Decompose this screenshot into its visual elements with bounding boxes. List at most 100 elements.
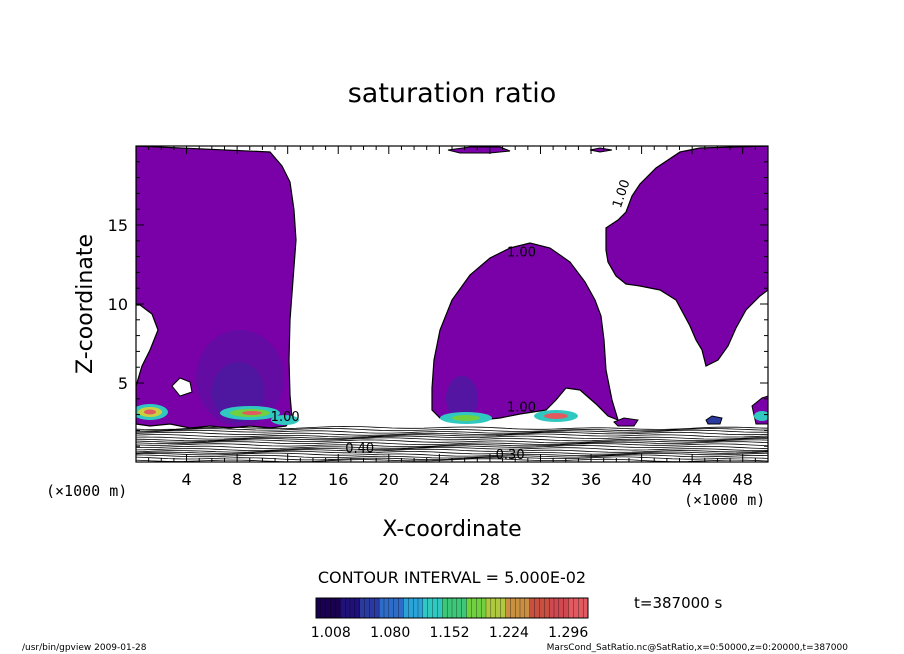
colorbar-swatch	[573, 597, 579, 619]
x-tick-label: 4	[181, 470, 191, 489]
footer-left: /usr/bin/gpview 2009-01-28	[22, 643, 147, 653]
contour-line	[136, 427, 768, 432]
colorbar-swatch	[374, 597, 380, 619]
x-tick-label: 28	[480, 470, 500, 489]
cloud-region-center	[431, 242, 619, 422]
colorbar-swatch	[553, 597, 560, 619]
colorbar-swatch	[519, 597, 526, 619]
colorbar-swatch	[476, 597, 482, 619]
surface-band-left	[136, 404, 299, 425]
colorbar-tick-label: 1.152	[429, 625, 469, 641]
colorbar-swatch	[408, 597, 414, 619]
surface-band-right	[754, 411, 768, 421]
contour-line	[136, 448, 768, 453]
contour-label: 1.00	[271, 410, 300, 425]
colorbar	[315, 597, 589, 619]
y-tick-label: 15	[108, 216, 128, 235]
colorbar-swatch	[558, 597, 565, 619]
x-tick-label: 48	[733, 470, 753, 489]
colorbar-tick-label: 1.224	[489, 625, 529, 641]
cloud-region-small-2	[613, 417, 639, 427]
colorbar-swatch	[548, 597, 555, 619]
colorbar-swatch	[466, 597, 472, 619]
colorbar-swatch	[505, 597, 511, 619]
x-tick-label: 24	[429, 470, 449, 489]
low-level-contours	[136, 425, 768, 462]
contour-line	[136, 443, 768, 448]
cloud-region-top-small	[589, 147, 613, 153]
contour-label: 0.40	[345, 442, 374, 457]
x-tick-label: 20	[379, 470, 399, 489]
colorbar-swatch	[398, 597, 404, 619]
colorbar-swatch	[344, 597, 351, 619]
colorbar-swatch	[320, 597, 327, 619]
colorbar-swatch	[446, 597, 453, 619]
colorbar-tick-label: 1.296	[548, 625, 588, 641]
colorbar-swatch	[325, 597, 332, 619]
colorbar-swatch	[578, 597, 584, 619]
colorbar-swatch	[330, 597, 336, 619]
colorbar-swatch	[461, 597, 468, 619]
colorbar-swatch	[340, 597, 346, 619]
x-tick-label: 32	[530, 470, 550, 489]
colorbar-swatch	[383, 597, 390, 619]
y-axis-label: Z-coordinate	[73, 234, 98, 374]
x-tick-label: 8	[232, 470, 242, 489]
saturation-fill-layer	[136, 146, 768, 462]
colorbar-swatch	[495, 597, 502, 619]
colorbar-swatch	[534, 597, 540, 619]
colorbar-swatch	[427, 597, 434, 619]
cloud-region-top	[447, 146, 511, 154]
colorbar-swatch	[471, 597, 477, 619]
core-center	[446, 376, 478, 420]
colorbar-swatch	[568, 597, 574, 619]
contour-label: 1.00	[507, 400, 536, 415]
colorbar-tick-labels: 1.008 1.080 1.152 1.224 1.296	[311, 625, 589, 641]
colorbar-swatch	[412, 597, 419, 619]
y-axis-ticks: 5 10 15	[108, 161, 768, 447]
contour-line	[136, 452, 768, 457]
x-unit-left: (×1000 m)	[46, 482, 127, 500]
x-tick-label: 40	[631, 470, 651, 489]
contour-line	[136, 425, 768, 430]
colorbar-swatch	[388, 597, 395, 619]
colorbar-swatch	[437, 597, 443, 619]
contour-line	[136, 437, 768, 442]
colorbar-swatch	[315, 597, 322, 619]
colorbar-swatch	[563, 597, 570, 619]
colorbar-swatch	[510, 597, 516, 619]
cloud-region-right	[605, 146, 768, 367]
surface-band-center	[440, 410, 578, 424]
colorbar-swatch	[480, 597, 487, 619]
x-tick-label: 36	[581, 470, 601, 489]
colorbar-swatch	[442, 597, 448, 619]
colorbar-swatch	[451, 597, 458, 619]
cloud-region-small-1	[705, 415, 723, 425]
contour-label: 1.00	[507, 246, 536, 261]
footer-right: MarsCond_SatRatio.nc@SatRatio,x=0:50000,…	[547, 643, 849, 653]
chart-title: saturation ratio	[348, 78, 557, 109]
contour-line	[136, 450, 768, 455]
colorbar-swatch	[500, 597, 506, 619]
contour-line	[136, 433, 768, 438]
contour-line	[136, 439, 768, 444]
colorbar-swatch	[354, 597, 361, 619]
colorbar-swatch	[335, 597, 341, 619]
colorbar-frame	[315, 597, 589, 619]
x-axis-ticks: 4 8 12 16 20 24 28 32 36 40 44 48	[148, 146, 756, 489]
x-tick-label: 12	[278, 470, 298, 489]
hole-left-1	[171, 377, 193, 397]
colorbar-swatch	[432, 597, 438, 619]
x-tick-label: 16	[328, 470, 348, 489]
colorbar-swatch	[378, 597, 385, 619]
x-tick-label: 44	[682, 470, 702, 489]
colorbar-swatch	[422, 597, 429, 619]
colorbar-swatch	[529, 597, 536, 619]
colorbar-swatch	[359, 597, 366, 619]
colorbar-swatch	[514, 597, 521, 619]
contour-line	[136, 447, 768, 451]
colorbar-tick-label: 1.008	[311, 625, 351, 641]
contour-line	[136, 441, 768, 446]
colorbar-swatch	[417, 597, 424, 619]
contour-line	[136, 431, 768, 436]
